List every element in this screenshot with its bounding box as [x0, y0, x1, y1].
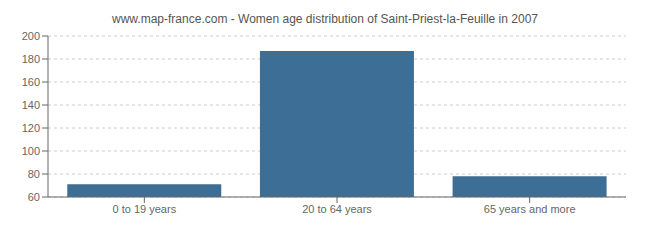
svg-text:0 to 19 years: 0 to 19 years: [113, 203, 177, 215]
svg-text:180: 180: [22, 53, 40, 65]
svg-text:200: 200: [22, 30, 40, 42]
svg-text:160: 160: [22, 76, 40, 88]
svg-text:20 to 64 years: 20 to 64 years: [302, 203, 372, 215]
html-text:www.map-france.com - Women age: www.map-france.com - Women age distribut…: [112, 12, 538, 26]
svg-text:100: 100: [22, 145, 40, 157]
svg-text:80: 80: [28, 168, 40, 180]
svg-text:65 years and more: 65 years and more: [484, 203, 576, 215]
svg-text:60: 60: [28, 191, 40, 203]
svg-text:140: 140: [22, 99, 40, 111]
svg-text:120: 120: [22, 122, 40, 134]
